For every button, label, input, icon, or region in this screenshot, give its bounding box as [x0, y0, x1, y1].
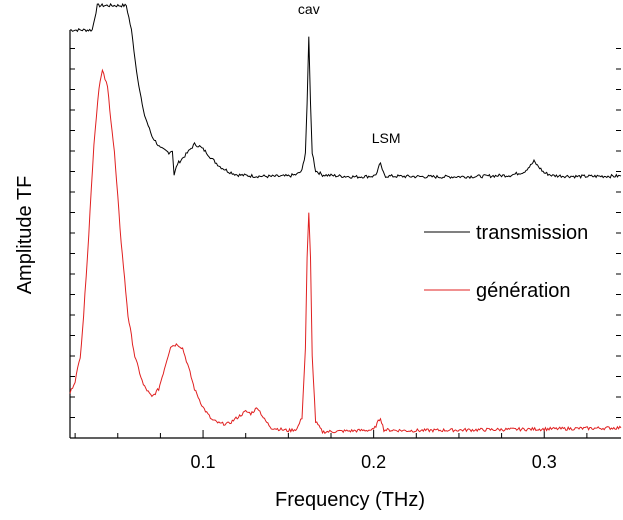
x-axis-label: Frequency (THz) — [275, 489, 425, 511]
legend: transmission génération — [424, 222, 588, 302]
x-tick-label: 0.1 — [191, 452, 216, 472]
y-axis-label: Amplitude TF — [14, 176, 36, 295]
x-tick-label: 0.3 — [532, 452, 557, 472]
annotation-cav: cav — [298, 1, 320, 17]
series-layer — [69, 2, 622, 435]
series-line-0 — [69, 2, 622, 180]
axes: 0.1 0.2 0.3 — [69, 30, 621, 472]
series-line-1 — [69, 68, 622, 435]
legend-label-generation: génération — [476, 280, 571, 302]
legend-label-transmission: transmission — [476, 222, 588, 244]
x-tick-label: 0.2 — [361, 452, 386, 472]
annotation-lsm: LSM — [372, 130, 401, 146]
